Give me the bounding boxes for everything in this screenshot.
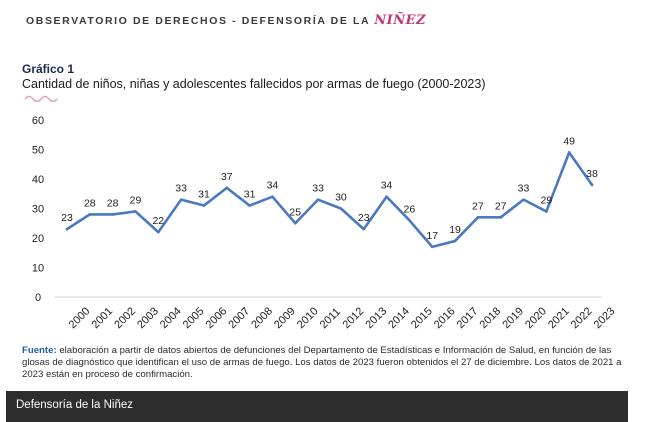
organization-accent-word: NIÑEZ bbox=[374, 13, 427, 28]
data-point bbox=[225, 186, 229, 190]
x-tick-label: 2007 bbox=[226, 305, 252, 331]
x-tick-label: 2001 bbox=[89, 305, 115, 331]
x-tick-label: 2017 bbox=[455, 305, 481, 331]
y-tick-label: 60 bbox=[32, 115, 44, 127]
data-point bbox=[339, 207, 343, 210]
data-label: 29 bbox=[541, 194, 553, 206]
footer-text: Defensoría de la Niñez bbox=[16, 399, 133, 411]
data-label: 19 bbox=[449, 224, 461, 236]
x-tick-label: 2021 bbox=[546, 305, 572, 331]
decorative-squiggle-icon bbox=[24, 95, 58, 102]
figure-title: Cantidad de niños, niñas y adolescentes … bbox=[22, 77, 486, 91]
x-tick-label: 2000 bbox=[67, 305, 93, 331]
data-label: 28 bbox=[84, 197, 96, 209]
x-tick-label: 2010 bbox=[295, 305, 321, 331]
data-point bbox=[65, 227, 69, 231]
x-tick-label: 2012 bbox=[341, 305, 367, 331]
x-tick-label: 2015 bbox=[409, 305, 435, 331]
data-point bbox=[362, 227, 366, 231]
data-label: 31 bbox=[244, 189, 256, 201]
data-point bbox=[88, 213, 92, 216]
x-tick-label: 2013 bbox=[363, 305, 389, 331]
data-label: 37 bbox=[221, 171, 233, 183]
data-point bbox=[408, 219, 411, 222]
organization-name: OBSERVATORIO DE DERECHOS - DEFENSORÍA DE… bbox=[26, 15, 375, 27]
x-tick-label: 2022 bbox=[569, 305, 595, 331]
data-label: 49 bbox=[563, 135, 575, 147]
data-label: 38 bbox=[586, 168, 598, 180]
data-label: 27 bbox=[472, 200, 484, 212]
source-text: elaboración a partir de datos abiertos d… bbox=[22, 345, 622, 381]
x-tick-label: 2004 bbox=[158, 305, 184, 331]
data-label: 29 bbox=[130, 194, 142, 206]
data-point bbox=[202, 204, 206, 207]
data-point bbox=[271, 195, 274, 198]
y-tick-label: 0 bbox=[35, 292, 41, 304]
data-point bbox=[567, 151, 571, 154]
x-tick-label: 2002 bbox=[112, 305, 138, 331]
source-label: Fuente: bbox=[22, 345, 57, 356]
data-point bbox=[545, 210, 548, 213]
data-point bbox=[157, 230, 160, 234]
x-tick-label: 2011 bbox=[318, 306, 343, 331]
data-point bbox=[476, 216, 480, 219]
source-note: Fuente: elaboración a partir de datos ab… bbox=[22, 345, 622, 382]
data-label: 34 bbox=[267, 180, 279, 192]
data-label: 23 bbox=[61, 212, 73, 224]
x-tick-label: 2005 bbox=[181, 305, 207, 331]
data-point bbox=[430, 245, 434, 249]
x-tick-label: 2009 bbox=[272, 305, 298, 331]
y-tick-label: 20 bbox=[32, 233, 44, 245]
x-tick-label: 2016 bbox=[432, 305, 458, 331]
data-label: 31 bbox=[198, 189, 210, 201]
data-label: 22 bbox=[152, 215, 164, 227]
x-tick-label: 2019 bbox=[500, 305, 526, 331]
data-label: 30 bbox=[335, 192, 347, 204]
data-label: 33 bbox=[175, 183, 187, 195]
data-point bbox=[134, 210, 137, 213]
x-tick-label: 2020 bbox=[523, 305, 549, 331]
y-tick-label: 10 bbox=[32, 263, 44, 275]
data-point bbox=[179, 198, 183, 201]
data-point bbox=[293, 221, 297, 225]
data-point bbox=[522, 198, 525, 201]
x-tick-label: 2023 bbox=[592, 305, 618, 331]
data-point bbox=[316, 198, 320, 201]
page-header: OBSERVATORIO DE DERECHOS - DEFENSORÍA DE… bbox=[26, 13, 426, 33]
series-line bbox=[65, 151, 594, 249]
footer-bar: Defensoría de la Niñez bbox=[6, 391, 628, 422]
x-tick-label: 2018 bbox=[478, 305, 504, 331]
data-point bbox=[111, 213, 114, 216]
data-label: 28 bbox=[107, 197, 119, 209]
x-tick-label: 2003 bbox=[135, 305, 161, 331]
data-label: 33 bbox=[312, 183, 324, 195]
x-tick-label: 2008 bbox=[249, 305, 275, 331]
data-label: 23 bbox=[358, 212, 370, 224]
data-point bbox=[453, 239, 457, 243]
data-label: 27 bbox=[495, 200, 507, 212]
x-tick-label: 2014 bbox=[386, 305, 412, 331]
line-chart: 0 10 20 30 40 50 60 23 28 28 29 22 33 31 37 31 34 25 33 30 2… bbox=[32, 115, 618, 331]
data-label: 33 bbox=[518, 183, 530, 195]
figure-label: Gráfico 1 bbox=[22, 62, 75, 76]
y-tick-label: 50 bbox=[32, 145, 44, 157]
data-label: 17 bbox=[426, 230, 438, 242]
data-label: 25 bbox=[289, 206, 301, 218]
data-label: 34 bbox=[381, 180, 393, 192]
data-point bbox=[385, 195, 388, 198]
data-label: 26 bbox=[404, 203, 416, 215]
y-tick-label: 30 bbox=[32, 204, 44, 216]
data-point bbox=[499, 216, 502, 219]
data-point bbox=[590, 183, 594, 187]
data-point bbox=[248, 204, 251, 207]
y-tick-label: 40 bbox=[32, 174, 44, 186]
x-tick-label: 2006 bbox=[204, 305, 230, 331]
